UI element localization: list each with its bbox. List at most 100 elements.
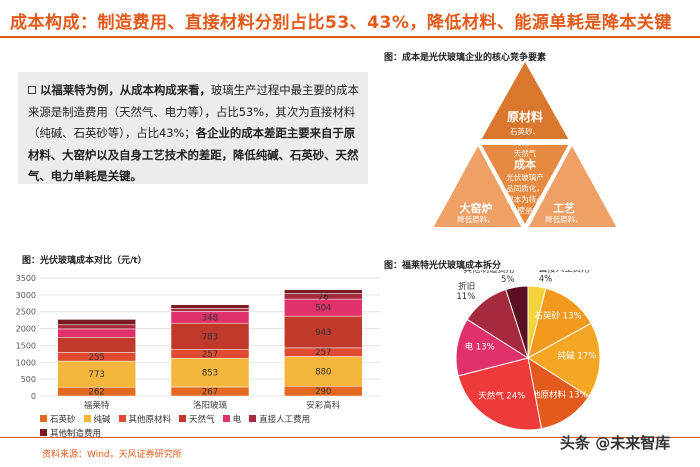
bar-segment — [57, 337, 136, 353]
summary-box: 以福莱特为例，从成本构成来看，玻璃生产过程中最主要的成本来源是制造费用（天然气、… — [18, 72, 368, 184]
bar-segment — [284, 356, 363, 387]
legend-swatch — [40, 429, 47, 436]
bar-data-label: 504 — [315, 304, 331, 314]
checkbox-bullet-icon — [28, 86, 36, 94]
bar-y-tick: 2500 — [16, 308, 36, 317]
summary-part1: 以福莱特为例，从成本构成来看， — [40, 83, 211, 97]
footer: 资料来源：Wind，天风证券研究所 — [0, 437, 700, 467]
legend-item: 其他制造费用 — [40, 427, 101, 439]
bar-segment — [57, 324, 136, 330]
bar-chart-legend: 石英砂 纯碱 其他原材料 天然气 电 直接人工费用其他制造费用 — [40, 413, 380, 441]
bar-data-label: 880 — [315, 367, 331, 377]
pie-slice — [527, 356, 590, 430]
legend-swatch — [83, 415, 91, 422]
legend-swatch — [249, 415, 257, 422]
triangle-diagram — [430, 58, 620, 229]
pie-slice-label: 其他制造费用 — [464, 270, 515, 275]
bar-y-tick: 3000 — [16, 291, 36, 300]
pie-slice — [455, 318, 530, 377]
triangle-center-sub: 光伏玻璃产 品同质化， 成本为核心 壁垒 — [506, 173, 544, 215]
pie-slice-label: 天然气 24% — [478, 390, 525, 401]
title-divider — [0, 36, 700, 38]
bar-segment — [170, 357, 250, 388]
pie-slice-label: 直接人工费用 — [539, 270, 590, 275]
triangle-caption: 图：成本是光伏玻璃企业的核心竞争要素 — [384, 53, 547, 63]
bar-y-tick: 0 — [31, 392, 36, 401]
legend-swatch — [222, 415, 230, 422]
source-note: 资料来源：Wind，天风证券研究所 — [42, 450, 182, 460]
triangle-right-label: 工艺 — [553, 202, 575, 215]
triangle-top-segment — [478, 58, 572, 141]
bar-data-label: 290 — [315, 387, 331, 397]
bar-y-tick: 1500 — [16, 341, 36, 350]
legend-label: 纯碱 — [93, 415, 111, 425]
legend-label: 其他制造费用 — [50, 429, 102, 439]
bar-data-label: 853 — [202, 369, 218, 379]
bar-data-label: 348 — [202, 313, 218, 323]
pie-slice — [457, 357, 543, 431]
legend-label: 电 — [232, 415, 242, 425]
pie-slice-pct: 11% — [456, 292, 475, 302]
bar-data-label: 943 — [315, 328, 331, 338]
bar-data-label: 267 — [202, 387, 218, 397]
pie-slice-pct: 5% — [501, 275, 515, 285]
legend-label: 石英砂 — [50, 415, 76, 425]
bar-segment — [170, 322, 250, 350]
bar-category-label: 福莱特 — [84, 400, 110, 410]
summary-part2: 玻璃生产过程中最主要的成本来源是制造费用（天然气、电力等），占比53%，其次为直… — [28, 83, 359, 140]
legend-item: 纯碱 — [83, 413, 111, 425]
pie-slice-label: 纯碱 17% — [558, 351, 597, 362]
pie-slice — [505, 285, 529, 359]
legend-label: 天然气 — [189, 415, 215, 425]
triangle-center-label: 成本 — [514, 158, 536, 171]
pie-slice-pct: 4% — [539, 275, 553, 285]
bar-data-label: 783 — [202, 332, 218, 342]
triangle-top-sub: 石英砂、 纯碱、 天然气 — [510, 127, 540, 158]
bar-segment — [284, 315, 363, 349]
legend-label: 其他原材料 — [128, 415, 172, 425]
bar-data-label: 773 — [89, 370, 105, 380]
legend-swatch — [179, 415, 187, 422]
bar-y-tick: 2000 — [16, 325, 36, 334]
bar-segment — [284, 289, 363, 294]
pie-slice — [527, 287, 592, 359]
triangle-left-sub: 降低原料、 更高的成品 率 — [457, 215, 495, 246]
summary-part3: 各企业的成本差距主要来自于原材料、大窑炉以及自身工艺技术的差距，降低纯碱、石英砂… — [28, 126, 359, 183]
legend-item: 直接人工费用 — [249, 413, 310, 425]
bar-segment — [170, 308, 250, 312]
pie-slice-label: 石英砂 13% — [534, 310, 581, 321]
legend-item: 其他原材料 — [118, 413, 172, 425]
triangle-right-segment — [525, 141, 620, 229]
bar-segment — [57, 328, 136, 338]
bar-chart-caption: 图：光伏玻璃成本对比（元/t） — [22, 256, 147, 266]
pie-slice-label: 其他原材料 13% — [523, 389, 587, 400]
bar-data-label: 255 — [89, 353, 105, 363]
bar-chart: 0 500 1000 1500 2000 2500 3000 3500 262 773 255 福莱特… — [16, 274, 380, 410]
bar-data-label: 262 — [89, 388, 105, 398]
triangle-right-sub: 降低原料、 更高的成品 率 — [545, 215, 583, 246]
bar-y-tick: 3500 — [16, 274, 36, 283]
pie-chart-caption: 图：福莱特光伏玻璃成本拆分 — [384, 261, 502, 271]
legend-swatch — [118, 415, 126, 422]
bar-y-tick: 1000 — [16, 358, 36, 367]
pie-slice-label: 电 13% — [465, 341, 495, 352]
pie-chart: 直接人工费用4% 石英砂 13% 纯碱 17% 其他原材料 13%天然气 24% 电 1… — [455, 270, 601, 431]
watermark: 头条 @未来智库 — [560, 434, 671, 452]
triangle-left-segment — [430, 141, 525, 229]
triangle-center-segment — [478, 143, 572, 229]
legend-label: 直接人工费用 — [259, 415, 311, 425]
legend-item: 天然气 — [179, 413, 215, 425]
bar-segment — [170, 304, 250, 309]
page-title: 成本构成：制造费用、直接材料分别占比53、43%，降低材料、能源单耗是降本关键 — [10, 13, 672, 33]
bar-category-label: 安彩高科 — [306, 400, 341, 410]
pie-slice-label: 折旧 — [458, 281, 475, 292]
pie-slice — [527, 322, 601, 398]
bar-category-label: 洛阳玻璃 — [193, 400, 228, 410]
legend-item: 石英砂 — [40, 413, 76, 425]
triangle-top-label: 原材料 — [506, 110, 543, 124]
bar-data-label: 257 — [315, 348, 331, 358]
bar-y-tick: 500 — [21, 375, 36, 384]
bar-segment — [57, 319, 136, 326]
bar-data-label: 257 — [202, 350, 218, 360]
legend-swatch — [40, 415, 47, 422]
